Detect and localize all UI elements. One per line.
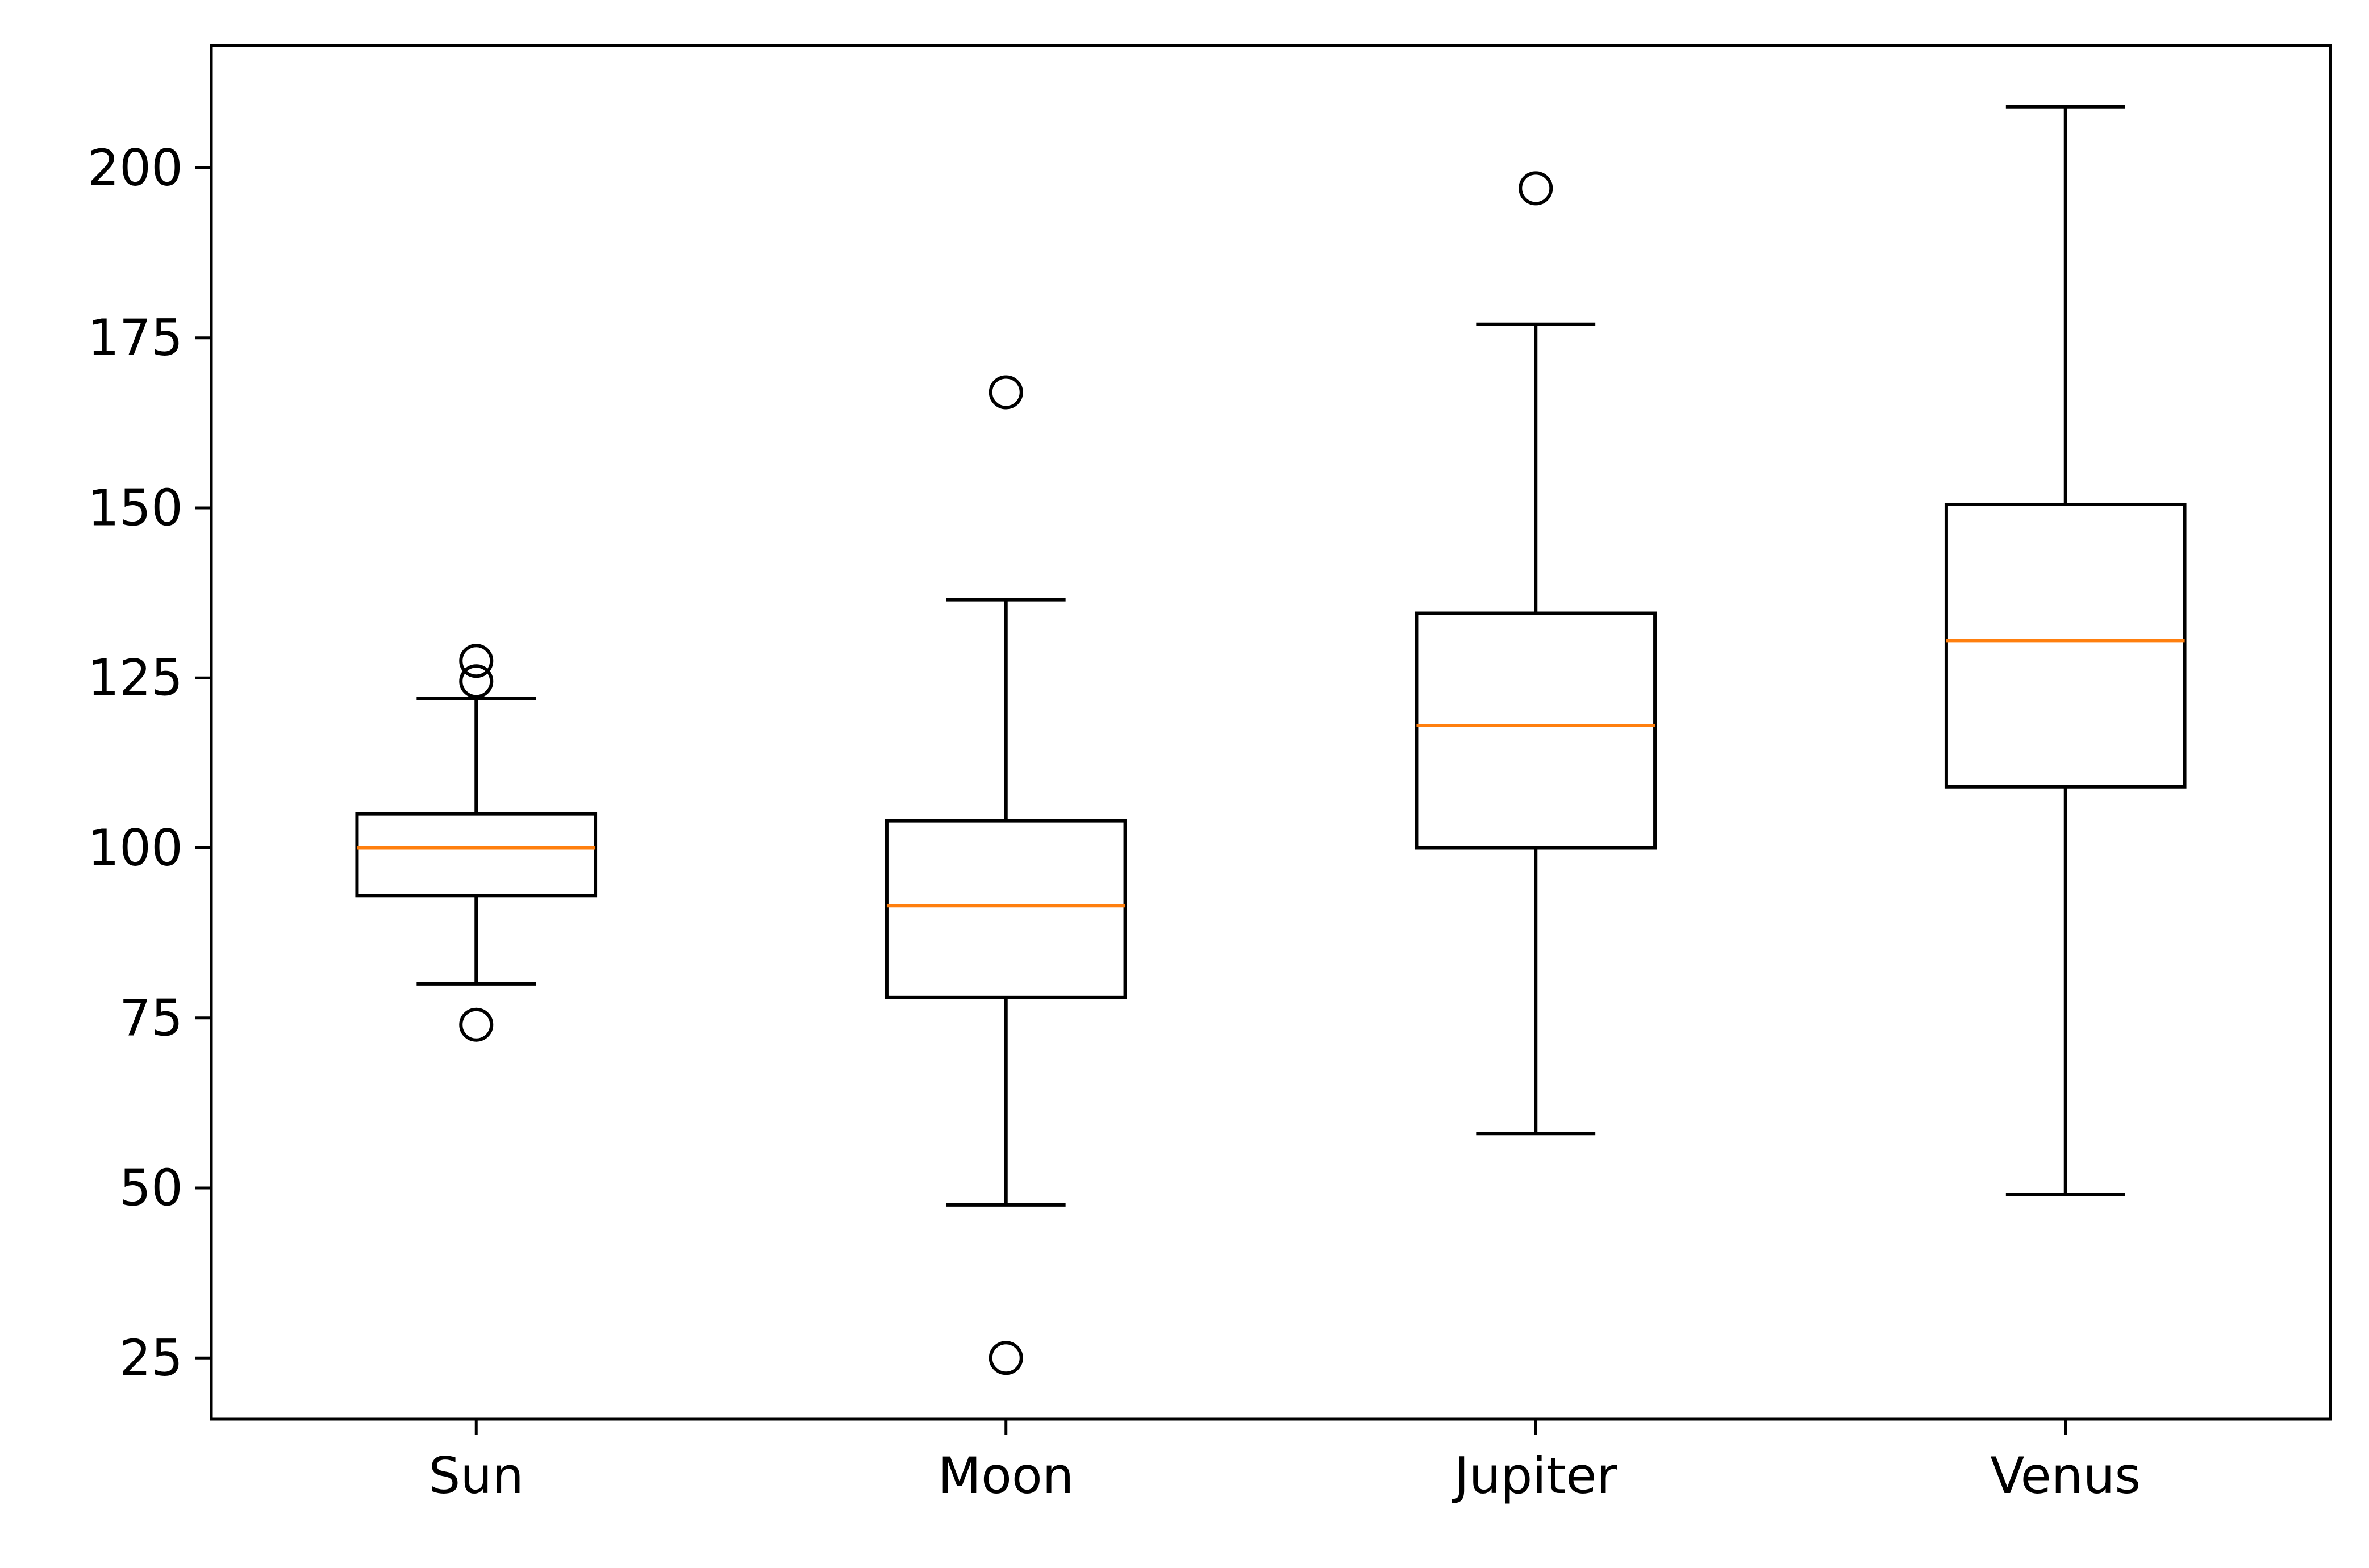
x-tick-label-moon: Moon <box>938 1446 1074 1505</box>
outlier-sun-2 <box>459 664 494 699</box>
box-sun <box>355 812 598 898</box>
y-tick-label-150: 150 <box>87 478 183 537</box>
outlier-jupiter-1 <box>1519 171 1553 206</box>
y-tick-label-175: 175 <box>87 308 183 367</box>
box-group-sun <box>355 644 598 1042</box>
outlier-sun-3 <box>459 644 494 678</box>
boxes-layer <box>355 105 2187 1375</box>
y-tick-label-125: 125 <box>87 649 183 707</box>
outlier-moon-2 <box>989 1341 1023 1375</box>
plot-area-frame <box>210 44 2332 1421</box>
x-tick-label-jupiter: Jupiter <box>1452 1446 1618 1505</box>
outlier-moon-1 <box>989 375 1023 410</box>
outlier-sun-1 <box>459 1007 494 1042</box>
box-group-venus <box>1944 105 2187 1196</box>
box-group-moon <box>885 375 1127 1375</box>
x-tick-label-venus: Venus <box>1990 1446 2141 1505</box>
box-jupiter <box>1415 611 1657 850</box>
x-axis: Sun Moon Jupiter Venus <box>429 1419 2141 1505</box>
y-tick-label-200: 200 <box>87 139 183 197</box>
box-moon <box>885 819 1127 999</box>
x-tick-label-sun: Sun <box>429 1446 524 1505</box>
y-tick-label-50: 50 <box>119 1159 183 1217</box>
y-tick-label-25: 25 <box>119 1329 183 1387</box>
y-tick-label-100: 100 <box>87 819 183 877</box>
y-tick-label-75: 75 <box>119 989 183 1047</box>
box-venus <box>1944 502 2187 789</box>
box-group-jupiter <box>1415 171 1657 1136</box>
y-axis: 25 50 75 100 125 150 175 200 <box>87 139 211 1387</box>
